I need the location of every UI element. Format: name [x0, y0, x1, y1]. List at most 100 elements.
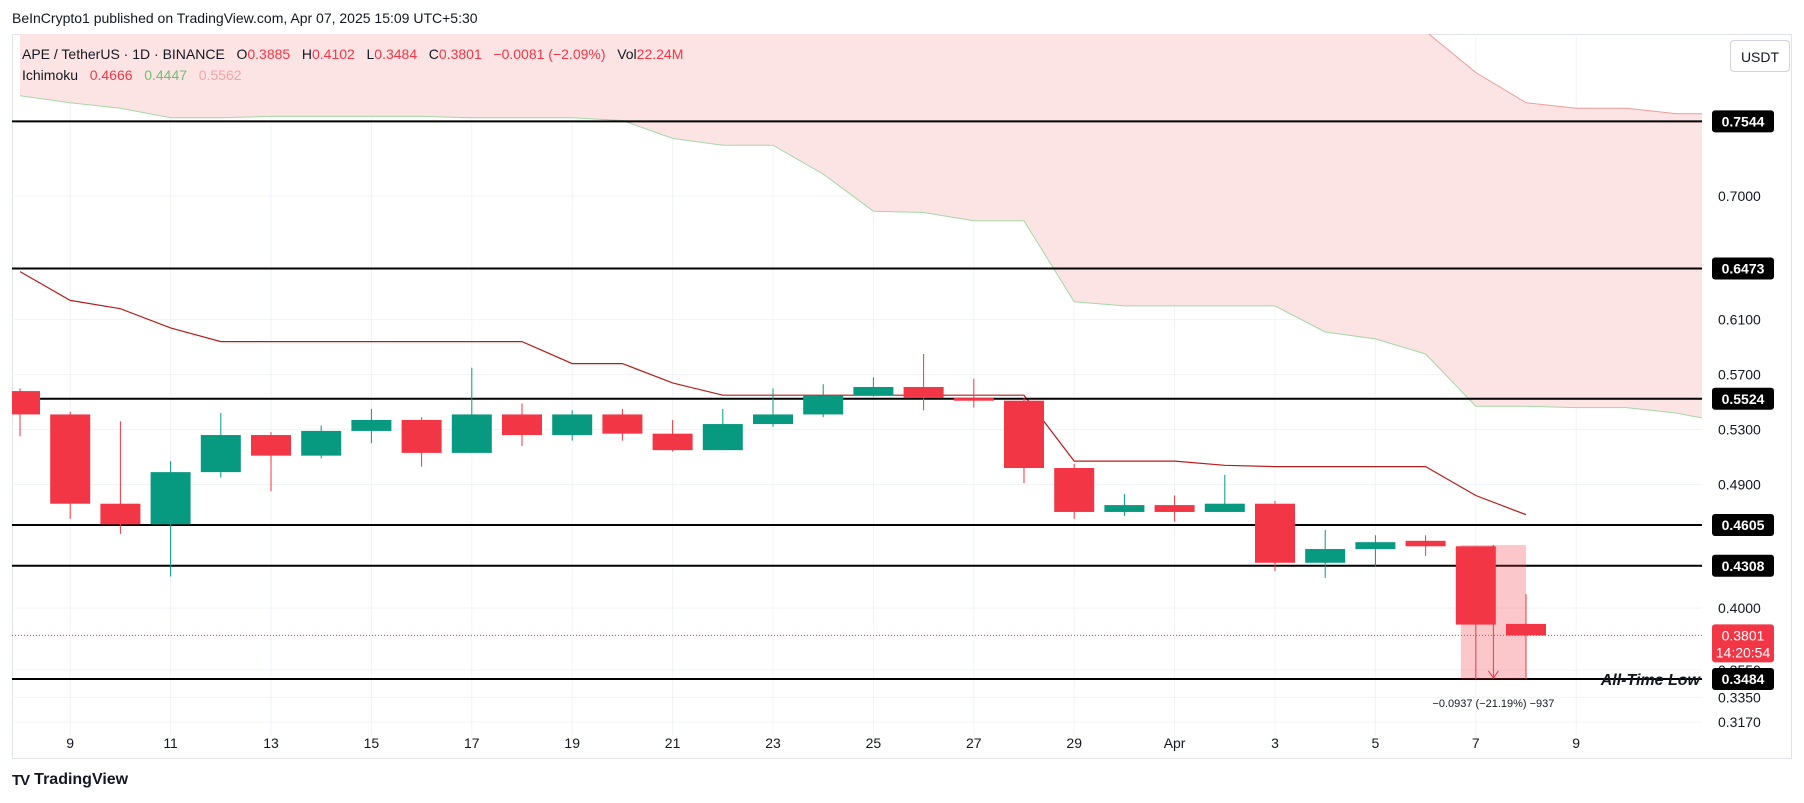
open-value: 0.3885 — [247, 46, 291, 62]
ichimoku-baseline-value: 0.4666 — [89, 67, 133, 83]
chart-legend: APE / TetherUS · 1D · BINANCE O0.3885 H0… — [22, 44, 683, 86]
symbol-label[interactable]: APE / TetherUS · 1D · BINANCE — [22, 46, 225, 62]
candle-body — [1104, 505, 1145, 512]
candle-body — [1204, 503, 1245, 512]
candle-body — [1405, 540, 1446, 547]
y-tick-label: 0.5700 — [1718, 367, 1761, 383]
all-time-low-annotation: All-Time Low — [1600, 672, 1702, 689]
tradingview-brand: TradingView — [34, 771, 129, 788]
candle-body — [552, 414, 593, 436]
plot-area — [12, 34, 1702, 735]
level-tag — [1712, 514, 1774, 537]
candle-body — [502, 414, 542, 436]
x-tick-label: 13 — [263, 735, 279, 751]
measure-arrow-head — [1487, 670, 1499, 679]
candle-body — [251, 435, 291, 456]
tradingview-logo-icon: TV — [12, 771, 30, 789]
level-tag-label: 0.6473 — [1722, 260, 1765, 276]
candle-body — [401, 419, 442, 453]
level-tag-label: 0.7544 — [1722, 113, 1765, 129]
candle-body — [1004, 400, 1044, 469]
x-tick-label: 11 — [163, 735, 178, 751]
y-tick-label: 0.3350 — [1718, 689, 1761, 705]
candle-body — [753, 414, 793, 425]
low-value: 0.3484 — [374, 46, 418, 62]
candle-body — [351, 419, 392, 431]
indicator-row: Ichimoku 0.4666 0.4447 0.5562 — [22, 65, 683, 86]
x-tick-label: Apr — [1164, 735, 1186, 751]
ichimoku-span-b-value: 0.5562 — [198, 67, 242, 83]
current-price-label: 0.3801 — [1722, 627, 1765, 643]
candle-body — [803, 395, 844, 415]
high-value: 0.4102 — [312, 46, 355, 62]
candle-body — [1054, 468, 1095, 512]
y-tick-label: 0.7000 — [1718, 188, 1761, 204]
x-tick-label: 17 — [464, 735, 480, 751]
currency-button[interactable]: USDT — [1730, 40, 1790, 72]
candle-body — [150, 472, 191, 525]
current-price-tag — [1712, 624, 1774, 663]
measure-label: −0.0937 (−21.19%) −937 — [1432, 698, 1554, 710]
candle-body — [1255, 503, 1295, 563]
level-tag — [1712, 387, 1774, 410]
x-tick-label: 3 — [1271, 735, 1279, 751]
candle-body — [1455, 546, 1496, 625]
x-tick-label: 23 — [765, 735, 781, 751]
candle-body — [50, 414, 91, 504]
ichimoku-span-a-value: 0.4447 — [144, 67, 188, 83]
volume-value: 22.24M — [636, 46, 684, 62]
candle-body — [1506, 623, 1546, 636]
candle-body — [12, 391, 40, 415]
candle-body — [1305, 549, 1346, 563]
close-value: 0.3801 — [438, 46, 482, 62]
candle-body — [702, 424, 743, 451]
y-tick-label: 0.6100 — [1718, 312, 1761, 328]
x-tick-label: 5 — [1372, 735, 1380, 751]
volume-label: Vol — [617, 46, 637, 62]
candle-body — [853, 386, 894, 396]
candle-body — [953, 397, 994, 401]
tradingview-footer[interactable]: TV TradingView — [12, 771, 128, 789]
candle-body — [652, 433, 693, 451]
indicator-name[interactable]: Ichimoku — [22, 67, 79, 83]
level-tag-label: 0.3484 — [1722, 671, 1765, 687]
candle-body — [1154, 505, 1195, 512]
x-tick-label: 19 — [564, 735, 580, 751]
level-tag — [1712, 554, 1774, 577]
level-tag — [1712, 257, 1774, 280]
level-tag-label: 0.4605 — [1722, 517, 1765, 533]
candle-body — [903, 386, 944, 398]
ichimoku-cloud — [20, 34, 1702, 418]
level-tag — [1712, 110, 1774, 133]
candle-body — [1355, 542, 1396, 550]
publisher-info: BeInCrypto1 published on TradingView.com… — [12, 10, 478, 26]
level-tag — [1712, 667, 1774, 690]
open-label: O — [236, 46, 248, 62]
y-tick-label: 0.4000 — [1718, 600, 1761, 616]
change-value: −0.0081 (−2.09%) — [493, 46, 606, 62]
candle-body — [200, 435, 241, 473]
level-tag-label: 0.4308 — [1722, 558, 1765, 574]
candle-body — [100, 503, 141, 525]
x-tick-label: 25 — [866, 735, 882, 751]
low-label: L — [366, 46, 375, 62]
candle-body — [602, 414, 643, 434]
y-tick-label: 0.3170 — [1718, 714, 1761, 730]
candle-body — [301, 430, 342, 456]
y-tick-label: 0.4900 — [1718, 476, 1761, 492]
x-tick-label: 9 — [1572, 735, 1580, 751]
x-tick-label: 15 — [364, 735, 380, 751]
level-tag-label: 0.5524 — [1722, 391, 1765, 407]
ichimoku-span-a-line — [19, 95, 1702, 419]
x-tick-label: 21 — [665, 735, 681, 751]
x-tick-label: 7 — [1472, 735, 1480, 751]
high-label: H — [301, 46, 312, 62]
x-tick-label: 27 — [966, 735, 982, 751]
close-label: C — [428, 46, 439, 62]
candle-body — [451, 414, 492, 453]
ohlc-row: APE / TetherUS · 1D · BINANCE O0.3885 H0… — [22, 44, 683, 65]
bar-countdown-label: 14:20:54 — [1716, 644, 1771, 660]
x-tick-label: 9 — [66, 735, 74, 751]
x-tick-label: 29 — [1066, 735, 1082, 751]
